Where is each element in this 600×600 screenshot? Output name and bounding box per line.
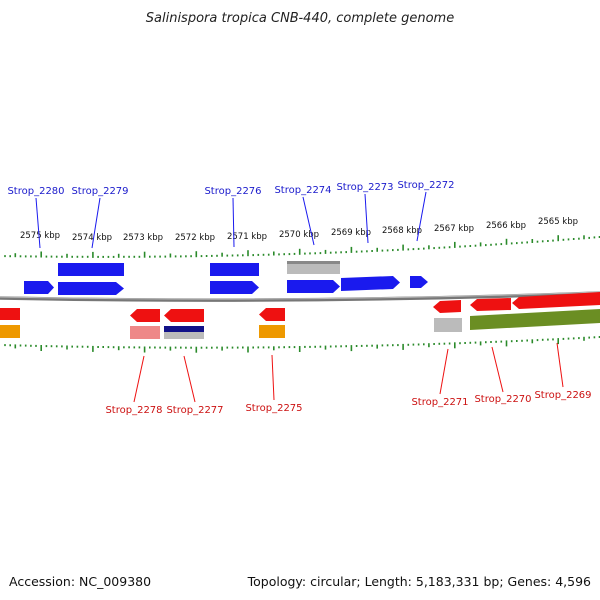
gene-label[interactable]: Strop_2273: [336, 182, 393, 193]
gene-label[interactable]: Strop_2270: [474, 394, 531, 405]
gene-arrow-red[interactable]: [130, 309, 160, 322]
gene-feature-grey[interactable]: [434, 318, 462, 332]
gene-arrow-red[interactable]: [164, 309, 204, 322]
accession-text: Accession: NC_009380: [9, 574, 151, 589]
gene-arrow-red[interactable]: [259, 308, 285, 321]
gene-arrow-red[interactable]: [433, 300, 461, 313]
gene-feature-grey[interactable]: [287, 261, 340, 274]
gene-label[interactable]: Strop_2278: [105, 405, 162, 416]
scale-label: 2571 kbp: [227, 232, 267, 242]
scale-label: 2573 kbp: [123, 233, 163, 243]
forward-features: [24, 261, 428, 295]
gene-feature-blue[interactable]: [210, 263, 259, 276]
gene-label[interactable]: Strop_2280: [7, 186, 64, 197]
scale-ticks-upper: [4, 235, 600, 258]
gene-feature-olive[interactable]: [470, 309, 600, 330]
label-leader: [302, 196, 315, 246]
reverse-features: [0, 292, 600, 339]
gene-label[interactable]: Strop_2277: [166, 405, 223, 416]
label-leader: [416, 191, 427, 242]
gene-label[interactable]: Strop_2276: [204, 186, 261, 197]
label-leader: [271, 354, 275, 401]
scale-label: 2572 kbp: [175, 233, 215, 243]
scale-ticks-lower: [4, 336, 600, 353]
gene-feature-grey-band: [287, 261, 340, 264]
gene-arrow-blue[interactable]: [410, 276, 428, 288]
label-leader: [491, 346, 504, 393]
gene-label[interactable]: Strop_2275: [245, 403, 302, 414]
genome-backbone: [0, 291, 600, 302]
gene-feature-orange[interactable]: [0, 325, 20, 338]
scale-labels: 2575 kbp 2574 kbp 2573 kbp 2572 kbp 2571…: [20, 217, 578, 243]
topology-text: Topology: circular; Length: 5,183,331 bp…: [247, 574, 591, 589]
label-leader: [133, 355, 145, 403]
label-leader: [364, 193, 369, 244]
gene-arrow-red[interactable]: [470, 298, 511, 311]
gene-feature-red[interactable]: [0, 308, 20, 320]
reverse-gene-labels: Strop_2278 Strop_2277 Strop_2275 Strop_2…: [105, 342, 592, 416]
scale-label: 2567 kbp: [434, 224, 474, 234]
gene-label[interactable]: Strop_2274: [274, 185, 331, 196]
scale-label: 2565 kbp: [538, 217, 578, 227]
label-leader: [35, 197, 41, 249]
label-leader: [232, 197, 235, 248]
gene-label[interactable]: Strop_2269: [534, 390, 591, 401]
gene-arrow-red[interactable]: [512, 292, 600, 309]
scale-label: 2569 kbp: [331, 228, 371, 238]
forward-gene-labels: Strop_2280 Strop_2279 Strop_2276 Strop_2…: [7, 180, 455, 249]
label-leader: [183, 355, 196, 403]
label-leader: [91, 197, 101, 249]
map-title: Salinispora tropica CNB-440, complete ge…: [146, 11, 454, 26]
gene-feature-orange[interactable]: [259, 325, 285, 338]
label-leader: [439, 348, 449, 395]
gene-arrow-blue[interactable]: [287, 280, 340, 293]
gene-feature-pink[interactable]: [130, 326, 160, 339]
gene-arrow-blue[interactable]: [341, 276, 400, 291]
gene-feature-navy[interactable]: [164, 326, 204, 332]
gene-label[interactable]: Strop_2279: [71, 186, 128, 197]
scale-label: 2575 kbp: [20, 231, 60, 241]
scale-label: 2574 kbp: [72, 233, 112, 243]
gene-arrow-blue[interactable]: [24, 281, 54, 294]
gene-feature-blue[interactable]: [58, 263, 124, 276]
scale-label: 2566 kbp: [486, 221, 526, 231]
label-leader: [556, 342, 564, 388]
scale-label: 2568 kbp: [382, 226, 422, 236]
gene-label[interactable]: Strop_2272: [397, 180, 454, 191]
gene-arrow-blue[interactable]: [210, 281, 259, 294]
genome-backbone-highlight: [0, 291, 600, 300]
gene-feature-grey[interactable]: [164, 332, 204, 339]
gene-arrow-blue[interactable]: [58, 282, 124, 295]
scale-label: 2570 kbp: [279, 230, 319, 240]
gene-label[interactable]: Strop_2271: [411, 397, 468, 408]
